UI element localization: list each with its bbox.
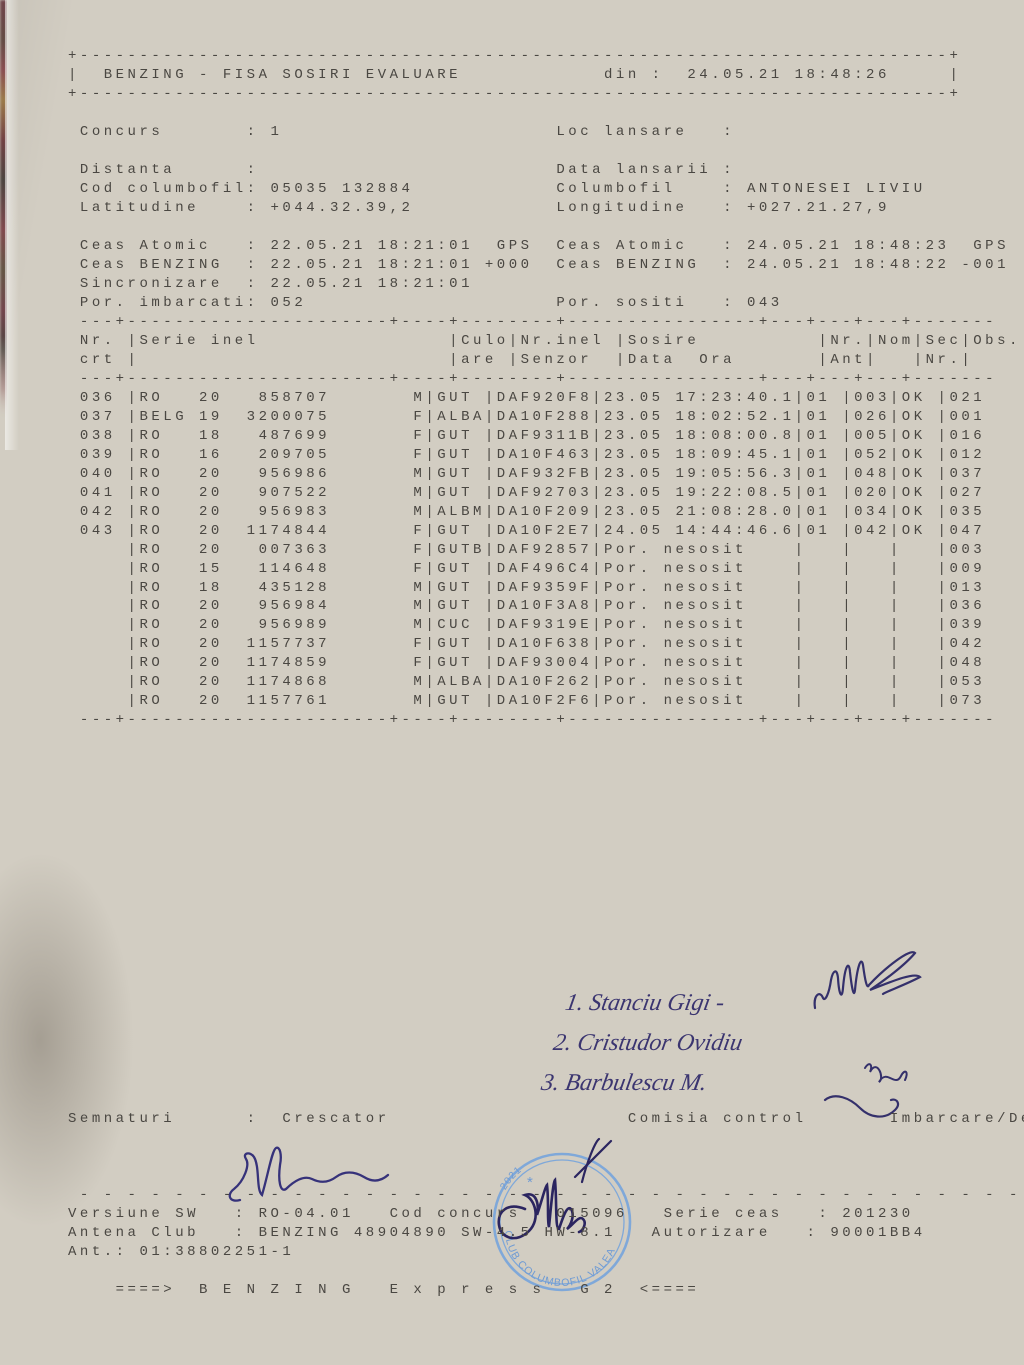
svg-text:1. Stanciu Gigi -: 1. Stanciu Gigi -	[563, 989, 726, 1016]
svg-text:3. Barbulescu M.: 3. Barbulescu M.	[538, 1069, 709, 1096]
svg-text:2. Cristudor Ovidiu: 2. Cristudor Ovidiu	[551, 1029, 744, 1056]
